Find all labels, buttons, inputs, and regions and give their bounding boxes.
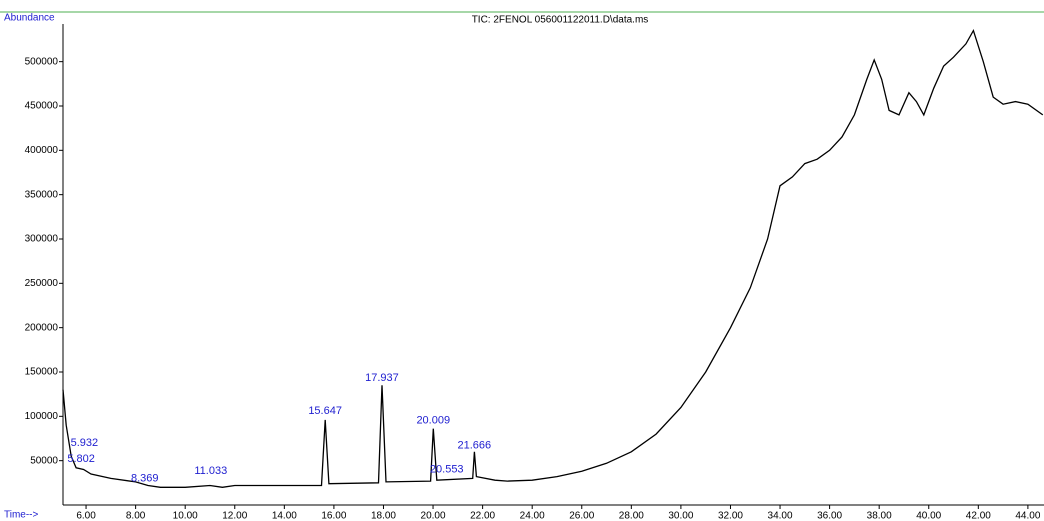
x-tick-label: 34.00 — [768, 511, 793, 521]
x-tick-label: 28.00 — [619, 511, 644, 521]
x-tick-label: 18.00 — [371, 511, 396, 521]
x-tick-label: 40.00 — [916, 511, 941, 521]
x-tick-label: 22.00 — [470, 511, 495, 521]
x-tick-label: 38.00 — [867, 511, 892, 521]
y-tick-label: 350000 — [25, 189, 59, 200]
peak-label: 20.553 — [430, 463, 464, 475]
y-tick-label: 250000 — [25, 278, 59, 289]
x-axis-label: Time--> — [4, 510, 39, 521]
peak-label: 5.932 — [71, 437, 99, 449]
x-tick-label: 44.00 — [1015, 511, 1040, 521]
chart-title: TIC: 2FENOL 056001122011.D\data.ms — [472, 15, 649, 26]
peak-label: 5.802 — [67, 453, 95, 465]
x-tick-label: 14.00 — [272, 511, 297, 521]
x-tick-label: 20.00 — [421, 511, 446, 521]
x-tick-label: 30.00 — [668, 511, 693, 521]
peak-label: 15.647 — [308, 405, 342, 417]
x-tick-label: 12.00 — [222, 511, 247, 521]
peak-label: 17.937 — [365, 372, 399, 384]
x-tick-label: 32.00 — [718, 511, 743, 521]
y-tick-label: 500000 — [25, 56, 59, 67]
x-tick-label: 8.00 — [126, 511, 146, 521]
x-tick-label: 6.00 — [76, 511, 96, 521]
y-tick-label: 300000 — [25, 234, 59, 245]
trace-line — [63, 31, 1043, 488]
x-tick-label: 16.00 — [321, 511, 346, 521]
y-tick-label: 50000 — [30, 455, 58, 466]
y-tick-label: 100000 — [25, 411, 59, 422]
x-tick-label: 24.00 — [520, 511, 545, 521]
peak-label: 21.666 — [458, 439, 492, 451]
x-tick-label: 36.00 — [817, 511, 842, 521]
peak-label: 8.369 — [131, 472, 159, 484]
x-tick-label: 42.00 — [966, 511, 991, 521]
x-tick-label: 26.00 — [569, 511, 594, 521]
y-axis-label: Abundance — [4, 13, 55, 24]
y-tick-label: 200000 — [25, 322, 59, 333]
y-tick-label: 400000 — [25, 145, 59, 156]
peak-label: 20.009 — [416, 415, 450, 427]
chart: Abundance Time--> TIC: 2FENOL 0560011220… — [0, 0, 1044, 521]
y-tick-label: 150000 — [25, 367, 59, 378]
peak-label: 11.033 — [194, 465, 227, 477]
y-tick-label: 450000 — [25, 101, 59, 112]
x-tick-label: 10.00 — [173, 511, 198, 521]
